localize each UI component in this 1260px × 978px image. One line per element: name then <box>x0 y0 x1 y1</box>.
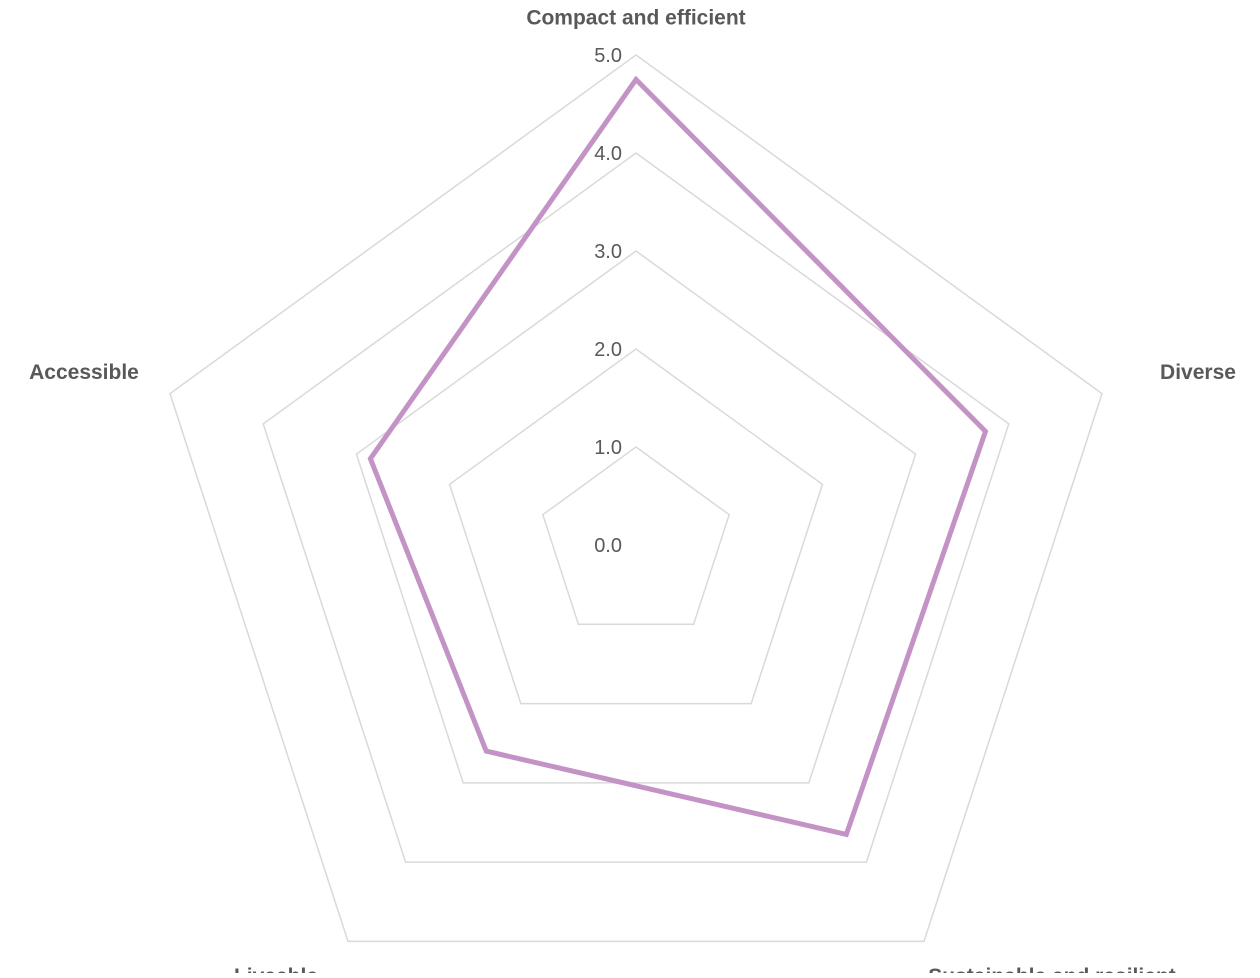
grid-ring-2.0 <box>448 348 824 705</box>
grid-ring-3.0 <box>355 250 917 784</box>
category-label-compact-and-efficient: Compact and efficient <box>526 7 745 30</box>
tick-label-4.0: 4.0 <box>594 143 622 165</box>
category-label-liveable: Liveable <box>234 965 318 973</box>
tick-label-5.0: 5.0 <box>594 45 622 67</box>
series-line-0 <box>367 75 989 838</box>
category-label-diverse: Diverse <box>1160 361 1236 384</box>
tick-label-3.0: 3.0 <box>594 241 622 263</box>
tick-labels: 0.0 1.0 2.0 3.0 4.0 5.0 <box>594 45 622 557</box>
grid-ring-1.0 <box>541 446 731 626</box>
category-label-accessible: Accessible <box>29 361 139 384</box>
grid-ring-5.0 <box>169 54 1103 943</box>
grid-ring-4.0 <box>262 152 1010 863</box>
category-labels: Compact and efficient Diverse Sustainable … <box>29 7 1236 978</box>
series-layer <box>367 75 989 838</box>
tick-label-2.0: 2.0 <box>594 339 622 361</box>
tick-label-1.0: 1.0 <box>594 437 622 459</box>
tick-label-0.0: 0.0 <box>594 535 622 557</box>
grid-layer <box>169 54 1103 943</box>
category-label-sustainable-and-resilient: Sustainable and resilient <box>928 965 1175 973</box>
